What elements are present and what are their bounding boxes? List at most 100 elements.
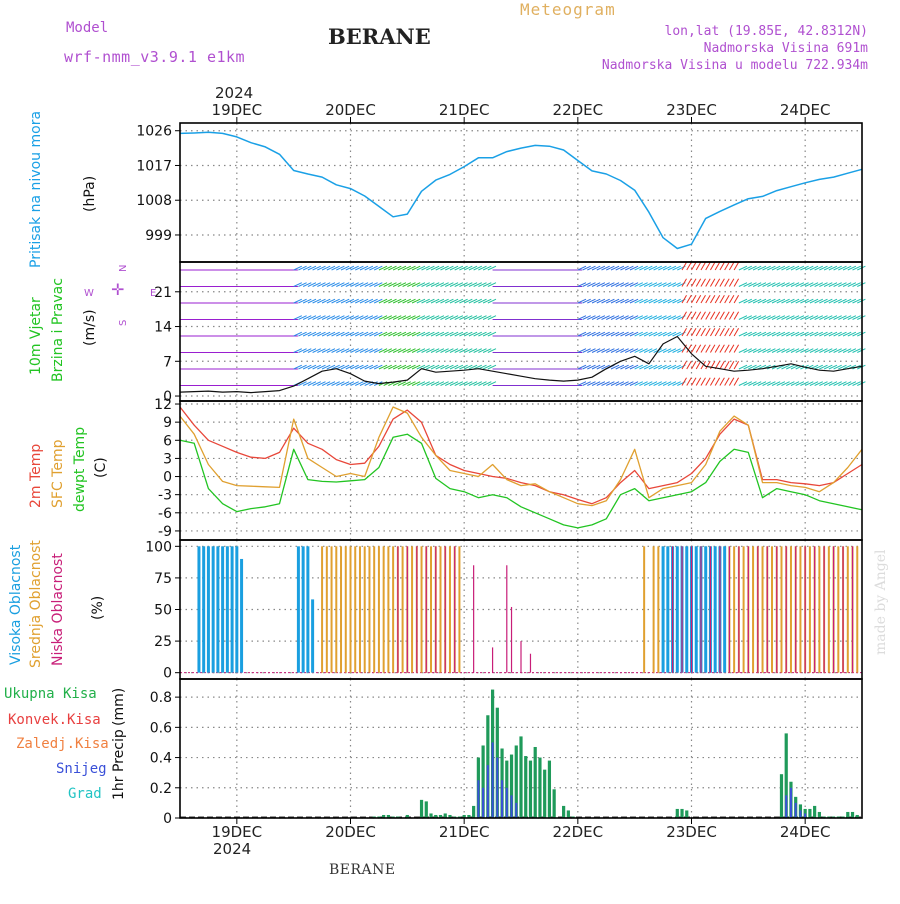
high-cloud-bar — [694, 546, 698, 673]
total-precip-bar — [784, 733, 788, 818]
mid-cloud-bar — [401, 546, 404, 673]
mid-cloud-bar — [742, 546, 745, 673]
model-elevation-label: Nadmorska Visina u modelu 722.934m — [601, 58, 868, 73]
low-cloud-bar — [435, 546, 437, 673]
product-title: Meteogram — [520, 0, 616, 19]
mid-cloud-bar — [856, 546, 859, 673]
precip-ylabel: 1hr Precip — [111, 729, 127, 800]
mid-cloud-bar — [354, 546, 357, 673]
y-tick-label: 0.6 — [150, 720, 172, 736]
total-precip-bar — [846, 811, 850, 818]
total-precip-bar — [547, 760, 552, 818]
mid-cloud-bar — [368, 546, 371, 673]
mid-cloud-bar — [818, 546, 821, 673]
low-cloud-bar — [851, 546, 854, 673]
y-tick-label: 50 — [154, 603, 172, 619]
total-precip-bar — [675, 808, 679, 818]
top-day-label: 21DEC — [439, 101, 490, 119]
elevation-label: Nadmorska Visina 691m — [703, 41, 868, 56]
y-tick-label: 0 — [163, 389, 172, 405]
y-tick-label: 6 — [163, 433, 172, 449]
total-precip-bar — [533, 746, 537, 818]
mid-cloud-bar — [733, 546, 736, 673]
y-tick-label: -6 — [158, 506, 172, 522]
mid-cloud-bar — [846, 546, 849, 673]
low-cloud-bar — [719, 546, 721, 673]
cloud-unit: (%) — [90, 595, 106, 620]
compass-rose-icon: ✛ — [111, 280, 125, 299]
low-cloud-bar — [700, 546, 702, 673]
snow-bar — [496, 757, 499, 818]
high-cloud-bar — [704, 546, 708, 673]
y-tick-label: 0 — [163, 470, 172, 486]
low-cloud-bar — [757, 546, 759, 673]
temp-unit: (C) — [93, 457, 109, 478]
snow-bar — [799, 810, 802, 818]
mid-cloud-bar — [657, 546, 660, 673]
bottom-day-label: 20DEC — [325, 823, 376, 841]
wind-ylabel-2: Brzina i Pravac — [50, 278, 66, 382]
high-cloud-bar — [713, 546, 717, 673]
compass-n: N — [118, 264, 129, 272]
total-precip-bar — [443, 813, 447, 818]
y-tick-label: 3 — [163, 451, 172, 467]
total-precip-bar — [817, 811, 821, 818]
low-cloud-bar — [728, 546, 730, 673]
high-cloud-bar — [230, 546, 234, 673]
mid-cloud-bar — [771, 546, 774, 673]
snow-bar — [482, 787, 485, 818]
y-tick-label: 9 — [163, 415, 172, 431]
mid-cloud-bar — [643, 546, 646, 673]
bottom-day-label: 21DEC — [439, 823, 490, 841]
snow-bar — [804, 813, 807, 818]
mid-cloud-bar — [799, 546, 802, 673]
wind-speed-line — [179, 335, 863, 394]
y-tick-label: 0.4 — [150, 751, 172, 767]
total-precip-bar — [448, 814, 452, 818]
total-precip-bar — [813, 805, 817, 818]
low-cloud-bar — [491, 647, 494, 673]
total-precip-bar — [779, 774, 784, 818]
total-precip-bar — [538, 757, 542, 818]
snow-bar — [789, 787, 792, 818]
y-tick-label: 0 — [163, 811, 172, 827]
low-cloud-bar — [776, 546, 778, 673]
mid-cloud-bar — [439, 546, 442, 673]
high-cloud-bar — [202, 546, 206, 673]
snow-bar — [486, 765, 489, 818]
y-tick-label: 21 — [154, 285, 172, 301]
mid-cloud-bar — [358, 546, 361, 673]
mid-cloud-bar — [761, 546, 764, 673]
high-cloud-bar — [221, 546, 225, 673]
y-tick-label: 100 — [145, 539, 172, 555]
mid-cloud-bar — [752, 546, 755, 673]
total-precip-bar — [528, 760, 533, 818]
y-tick-label: 14 — [154, 320, 172, 336]
high-cloud-bar — [661, 546, 665, 673]
low-cloud-bar — [795, 546, 797, 673]
low-cloud-bar — [510, 606, 513, 673]
wind-arrows — [180, 261, 866, 386]
high-cloud-bar — [311, 599, 315, 673]
low-cloud-bar — [832, 546, 835, 673]
snow-bar — [505, 787, 508, 818]
total-precip-bar — [472, 805, 476, 818]
coords-label: lon,lat (19.85E, 42.8312N) — [664, 24, 869, 39]
high-cloud-bar — [306, 546, 310, 673]
cloud-ylabel-high: Visoka Oblacnost — [8, 544, 24, 665]
low-cloud-bar — [766, 546, 768, 673]
top-year: 2024 — [215, 84, 254, 102]
total-precip-bar — [514, 745, 518, 818]
low-cloud-bar — [823, 546, 825, 673]
total-precip-bar — [462, 814, 466, 818]
low-cloud-bar — [444, 546, 446, 673]
high-cloud-bar — [296, 546, 300, 673]
credit-label: made by Angel — [873, 549, 889, 656]
low-cloud-bar — [425, 546, 427, 673]
cloud-ylabel-low: Niska Oblacnost — [50, 553, 66, 666]
model-name: wrf-nmm_v3.9.1 e1km — [64, 48, 246, 66]
total-precip-bar — [808, 808, 812, 818]
bottom-day-label: 23DEC — [666, 823, 717, 841]
